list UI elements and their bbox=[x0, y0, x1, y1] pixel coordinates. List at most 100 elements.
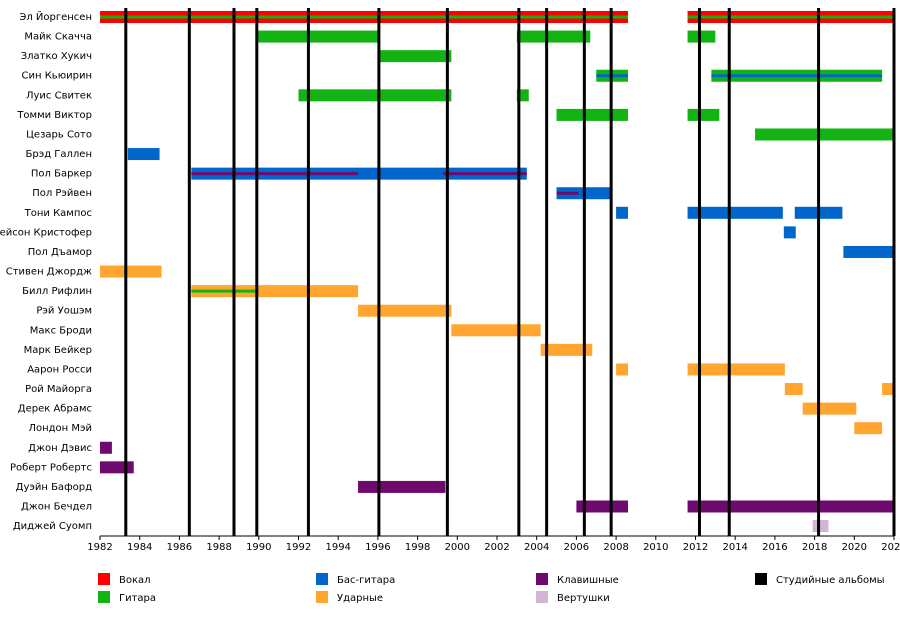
member-name: Дерек Абрамс bbox=[18, 404, 92, 415]
member-name: Аарон Росси bbox=[27, 364, 92, 375]
tenure-bar bbox=[687, 108, 720, 121]
tenure-bar bbox=[687, 206, 783, 219]
member-name: Цезарь Сото bbox=[26, 129, 92, 140]
member-name: Пол Рэйвен bbox=[32, 188, 92, 199]
tenure-bar bbox=[191, 167, 527, 180]
member-name: Лондон Мэй bbox=[28, 423, 92, 434]
x-tick-label: 2002 bbox=[484, 542, 509, 553]
member-name: Роберт Робертс bbox=[10, 462, 92, 473]
role-stripe bbox=[711, 74, 883, 78]
member-name: Пол Баркер bbox=[31, 169, 92, 180]
role-stripe bbox=[100, 15, 629, 19]
tenure-bar bbox=[687, 500, 894, 513]
member-name: Син Кьюирин bbox=[22, 71, 93, 82]
tenure-bar bbox=[516, 30, 591, 43]
tenure-bar bbox=[687, 363, 785, 376]
x-tick-label: 1986 bbox=[167, 542, 192, 553]
member-name: Макс Броди bbox=[30, 325, 92, 336]
role-stripe bbox=[191, 289, 258, 293]
member-name: Марк Бейкер bbox=[24, 345, 92, 356]
member-name: Пол Дъамор bbox=[28, 247, 92, 258]
tenure-bar bbox=[378, 50, 452, 63]
member-name: Диджей Суомп bbox=[13, 521, 92, 532]
x-tick-label: 2016 bbox=[762, 542, 787, 553]
legend-swatch bbox=[536, 591, 548, 603]
member-name: Стивен Джордж bbox=[6, 267, 92, 278]
role-stripe bbox=[556, 191, 579, 195]
x-tick-label: 1990 bbox=[246, 542, 271, 553]
tenure-bar bbox=[358, 480, 446, 493]
tenure-bar bbox=[451, 324, 541, 337]
tenure-bar bbox=[100, 265, 162, 278]
x-tick-label: 2004 bbox=[524, 542, 549, 553]
x-tick-label: 1994 bbox=[325, 542, 350, 553]
legend-label: Вокал bbox=[119, 575, 151, 586]
x-tick-label: 1992 bbox=[286, 542, 311, 553]
tenure-bar bbox=[257, 30, 379, 43]
tenure-bar bbox=[540, 343, 593, 356]
tenure-bar bbox=[783, 226, 796, 239]
legend-swatch bbox=[316, 591, 328, 603]
x-tick-label: 2006 bbox=[564, 542, 589, 553]
member-name: Тони Кампос bbox=[24, 208, 92, 219]
legend-swatch bbox=[98, 591, 110, 603]
x-tick-label: 2022 bbox=[881, 542, 900, 553]
x-tick-label: 1988 bbox=[206, 542, 231, 553]
x-tick-label: 2010 bbox=[643, 542, 668, 553]
tenure-bar bbox=[802, 402, 857, 415]
legend-swatch bbox=[98, 573, 110, 585]
member-name: Луис Свитек bbox=[26, 90, 92, 101]
tenure-bar bbox=[784, 383, 803, 396]
x-tick-label: 2012 bbox=[683, 542, 708, 553]
legend-swatch bbox=[755, 573, 767, 585]
x-tick-label: 1996 bbox=[365, 542, 390, 553]
legend-label: Студийные альбомы bbox=[776, 575, 885, 586]
x-tick-label: 2000 bbox=[445, 542, 470, 553]
x-tick-label: 2008 bbox=[603, 542, 628, 553]
tenure-bar bbox=[843, 245, 894, 258]
tenure-bar bbox=[616, 206, 629, 219]
tenure-bar bbox=[755, 128, 894, 141]
x-tick-label: 2020 bbox=[842, 542, 867, 553]
tenure-bar bbox=[556, 108, 629, 121]
member-name: Брэд Галлен bbox=[26, 149, 93, 160]
member-name: Джон Бечдел bbox=[21, 502, 92, 513]
x-tick-label: 2018 bbox=[802, 542, 827, 553]
tenure-bar bbox=[576, 500, 629, 513]
member-name: Томми Виктор bbox=[16, 110, 92, 121]
member-name: Рэй Уошэм bbox=[36, 306, 92, 317]
tenure-bar bbox=[812, 520, 829, 533]
member-name: Билл Рифлин bbox=[22, 286, 92, 297]
legend-label: Гитара bbox=[119, 593, 156, 604]
tenure-bar bbox=[298, 89, 452, 102]
x-tick-label: 1998 bbox=[405, 542, 430, 553]
legend-label: Ударные bbox=[337, 593, 383, 604]
legend-label: Клавишные bbox=[557, 575, 619, 586]
tenure-bar bbox=[358, 304, 452, 317]
tenure-bar bbox=[100, 461, 134, 474]
member-name: Дуэйн Бафорд bbox=[16, 482, 92, 493]
member-name: Джейсон Кристофер bbox=[0, 227, 92, 238]
legend-label: Бас-гитара bbox=[337, 575, 395, 586]
tenure-bar bbox=[127, 148, 160, 161]
tenure-bar bbox=[882, 383, 894, 396]
tenure-bar bbox=[854, 422, 883, 435]
role-stripe bbox=[687, 15, 894, 19]
member-name: Майк Скачча bbox=[24, 32, 92, 43]
x-tick-label: 1982 bbox=[87, 542, 112, 553]
legend-label: Вертушки bbox=[557, 593, 610, 604]
member-name: Эл Йоргенсен bbox=[19, 10, 92, 23]
tenure-bar bbox=[616, 363, 629, 376]
member-name: Джон Дэвис bbox=[28, 443, 92, 454]
role-stripe bbox=[191, 172, 359, 176]
member-name: Златко Хукич bbox=[21, 51, 92, 62]
member-name: Рой Майорга bbox=[25, 384, 92, 395]
legend-swatch bbox=[536, 573, 548, 585]
x-tick-label: 2014 bbox=[722, 542, 747, 553]
tenure-bar bbox=[687, 30, 716, 43]
tenure-bar bbox=[516, 89, 529, 102]
legend-swatch bbox=[316, 573, 328, 585]
tenure-bar bbox=[100, 441, 112, 454]
role-stripe bbox=[443, 172, 527, 176]
